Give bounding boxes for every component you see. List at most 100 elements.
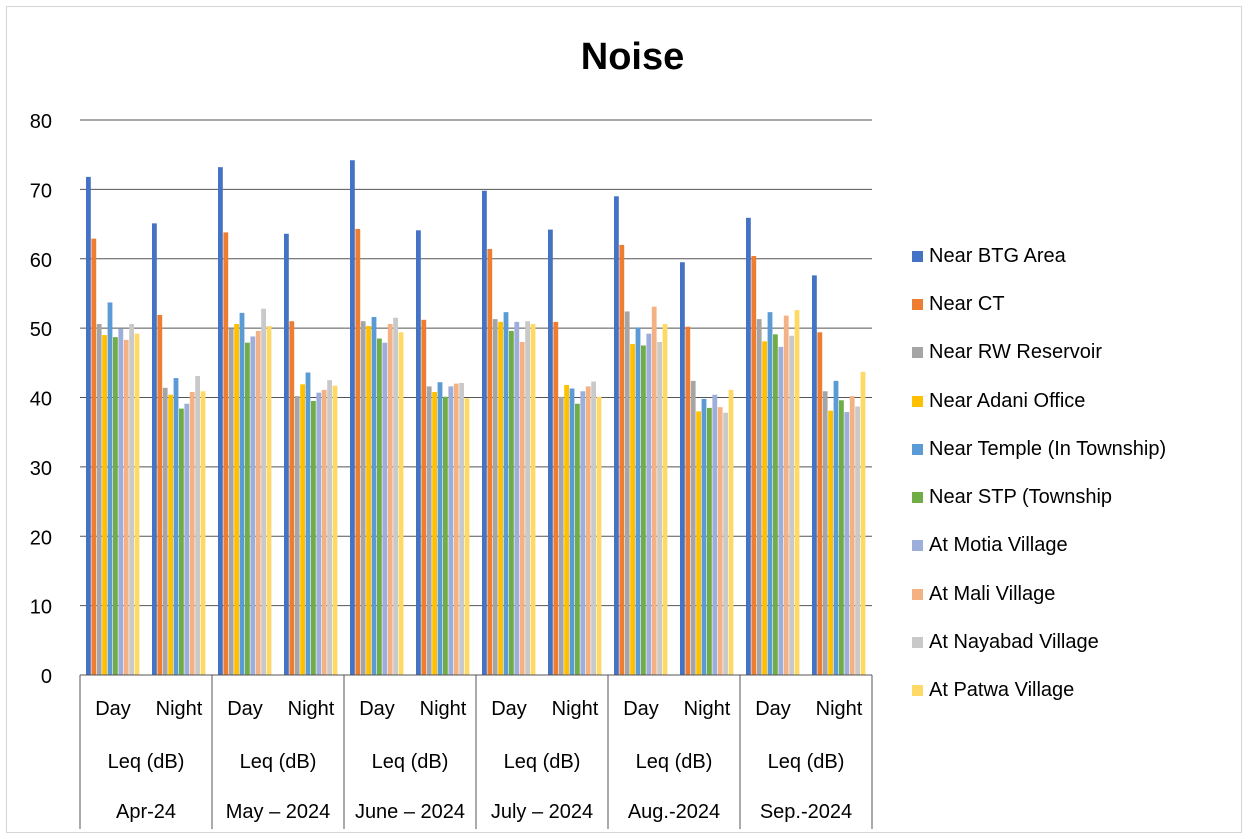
bar-at-patwa-village <box>332 385 338 675</box>
bar-near-stp-township <box>113 337 118 675</box>
bar-near-temple-in-township <box>569 388 575 675</box>
bar-at-motia-village <box>514 321 520 675</box>
bar-near-stp-township <box>575 403 580 675</box>
x-tick-label-period: Night <box>816 698 863 720</box>
bar-near-temple-in-township <box>305 372 311 675</box>
legend-swatch <box>912 443 923 455</box>
y-tick-label: 10 <box>30 597 52 619</box>
bar-near-adani-office <box>828 410 833 675</box>
bar-at-motia-village <box>646 333 652 675</box>
bar-at-patwa-village <box>266 326 272 675</box>
bar-near-temple-in-township <box>239 312 245 675</box>
bar-near-adani-office <box>696 411 701 676</box>
legend-item: Near BTG Area <box>912 232 1166 280</box>
x-tick-label-period: Day <box>95 698 131 720</box>
bar-near-stp-township <box>311 400 316 675</box>
bar-at-patwa-village <box>200 391 206 675</box>
y-tick-label: 60 <box>30 250 52 272</box>
x-tick-label-metric: Leq (dB) <box>636 751 713 773</box>
bar-near-temple-in-township <box>503 312 509 675</box>
bar-near-adani-office <box>498 321 503 675</box>
bar-near-stp-township <box>443 396 448 675</box>
x-tick-label-month: May – 2024 <box>226 801 331 823</box>
legend-item: At Patwa Village <box>912 667 1166 715</box>
bar-near-btg-area <box>350 160 355 676</box>
bar-near-rw-reservoir <box>756 319 762 675</box>
bar-at-mali-village <box>387 323 393 675</box>
bar-at-mali-village <box>321 389 327 675</box>
bar-near-rw-reservoir <box>294 396 300 675</box>
bar-near-rw-reservoir <box>426 386 432 675</box>
bar-near-temple-in-township <box>173 378 179 675</box>
legend-swatch <box>912 588 923 600</box>
legend-label: At Motia Village <box>929 534 1068 557</box>
bar-near-btg-area <box>218 167 223 676</box>
bar-at-motia-village <box>712 394 718 675</box>
x-tick-label-metric: Leq (dB) <box>372 751 449 773</box>
bar-near-rw-reservoir <box>624 311 630 675</box>
bar-near-btg-area <box>746 217 751 675</box>
bar-near-rw-reservoir <box>690 380 696 675</box>
bar-at-nayabad-village <box>129 323 134 675</box>
chart-title: Noise <box>580 36 685 78</box>
bar-at-motia-village <box>184 403 190 675</box>
legend-item: At Motia Village <box>912 522 1166 570</box>
bar-near-ct <box>355 228 361 676</box>
bar-near-ct <box>751 255 757 676</box>
legend-swatch <box>912 637 923 649</box>
legend-label: Near BTG Area <box>929 244 1066 267</box>
legend-item: Near Temple (In Township) <box>912 425 1166 473</box>
x-tick-label-metric: Leq (dB) <box>108 751 185 773</box>
bar-at-patwa-village <box>596 396 602 675</box>
bar-at-motia-village <box>250 336 256 675</box>
x-tick-label-period: Day <box>755 698 791 720</box>
bar-at-nayabad-village <box>789 335 794 675</box>
bar-at-motia-village <box>778 346 784 675</box>
bar-near-temple-in-township <box>107 302 113 675</box>
bar-near-stp-township <box>245 342 250 675</box>
bar-near-ct <box>817 332 823 675</box>
bar-at-patwa-village <box>464 398 470 675</box>
legend-label: Near RW Reservoir <box>929 341 1102 364</box>
x-tick-label-period: Day <box>623 698 659 720</box>
bar-near-adani-office <box>564 385 569 675</box>
bar-near-rw-reservoir <box>492 319 498 675</box>
x-tick-label-month: June – 2024 <box>355 801 465 823</box>
legend-item: At Nayabad Village <box>912 618 1166 666</box>
bar-at-mali-village <box>783 315 789 675</box>
bar-near-adani-office <box>366 326 371 675</box>
y-tick-label: 80 <box>30 111 52 133</box>
legend-swatch <box>912 347 923 359</box>
legend-label: Near STP (Township <box>929 486 1113 509</box>
bar-at-patwa-village <box>860 371 866 675</box>
x-tick-label-period: Night <box>288 698 335 720</box>
bar-near-stp-township <box>179 408 184 675</box>
bar-near-temple-in-township <box>437 382 443 675</box>
bar-at-mali-village <box>123 339 129 675</box>
bar-near-rw-reservoir <box>360 321 366 675</box>
bar-near-rw-reservoir <box>822 391 828 675</box>
bar-at-patwa-village <box>728 389 734 675</box>
bar-at-motia-village <box>316 392 322 675</box>
bar-near-btg-area <box>482 190 487 675</box>
x-tick-label-period: Day <box>227 698 263 720</box>
bar-near-rw-reservoir <box>162 387 168 675</box>
bar-at-motia-village <box>382 342 388 675</box>
bar-near-ct <box>421 319 427 675</box>
y-tick-label: 70 <box>30 180 52 202</box>
legend-swatch <box>912 685 923 697</box>
bar-at-nayabad-village <box>591 381 596 675</box>
bar-at-mali-village <box>849 396 855 675</box>
bar-at-patwa-village <box>662 323 668 675</box>
bar-at-motia-village <box>118 328 124 675</box>
bar-at-motia-village <box>448 386 454 675</box>
bar-at-nayabad-village <box>393 317 398 675</box>
x-tick-label-metric: Leq (dB) <box>768 751 845 773</box>
bar-near-btg-area <box>284 233 289 675</box>
x-tick-label-period: Night <box>552 698 599 720</box>
legend-swatch <box>912 250 923 262</box>
bar-near-temple-in-township <box>767 312 773 675</box>
bar-near-stp-township <box>509 330 514 675</box>
bar-near-rw-reservoir <box>558 396 564 675</box>
